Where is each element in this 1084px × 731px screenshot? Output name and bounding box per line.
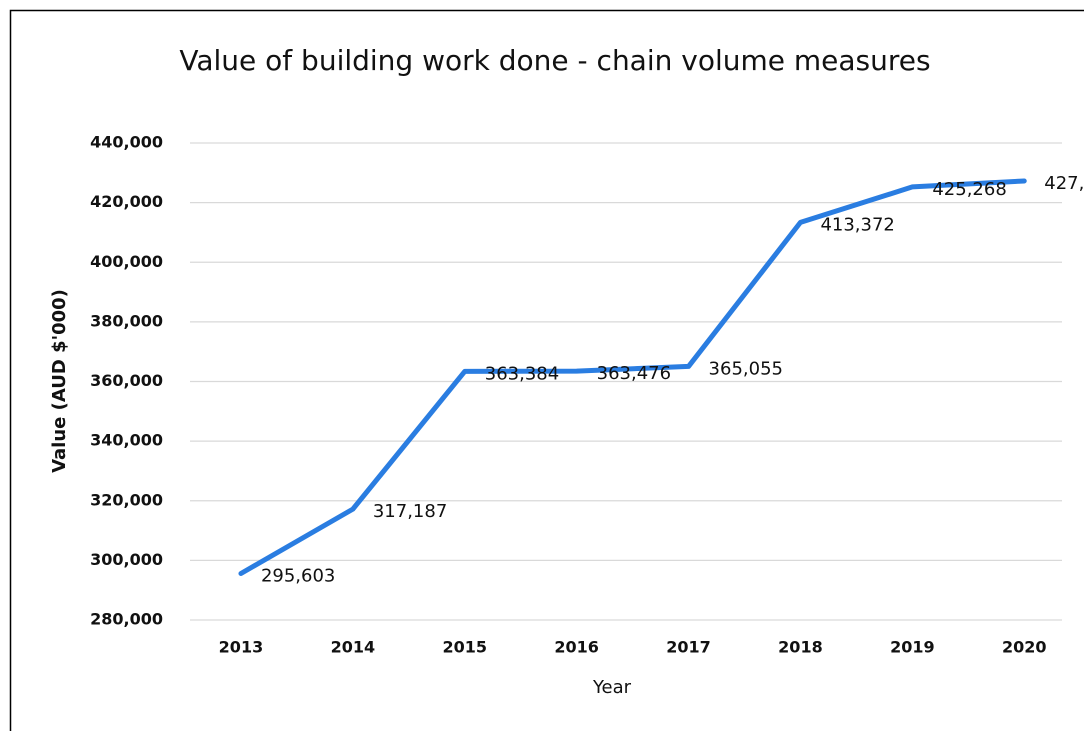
data-label: 425,268 bbox=[932, 179, 1006, 200]
y-axis-label: Value (AUD $'000) bbox=[49, 289, 70, 473]
x-tick-label: 2016 bbox=[554, 638, 599, 657]
x-tick-label: 2017 bbox=[666, 638, 711, 657]
data-label: 427,255 bbox=[1044, 173, 1084, 194]
data-label: 413,372 bbox=[820, 214, 894, 235]
x-tick-label: 2014 bbox=[331, 638, 376, 657]
data-label: 363,384 bbox=[485, 363, 559, 384]
y-tick-label: 280,000 bbox=[90, 610, 163, 629]
y-tick-label: 360,000 bbox=[90, 371, 163, 390]
y-tick-label: 440,000 bbox=[90, 133, 163, 152]
x-tick-label: 2015 bbox=[442, 638, 487, 657]
y-tick-label: 340,000 bbox=[90, 431, 163, 450]
x-axis-label: Year bbox=[592, 677, 632, 698]
x-tick-label: 2019 bbox=[890, 638, 935, 657]
chart-title: Value of building work done - chain volu… bbox=[179, 44, 930, 77]
y-tick-label: 420,000 bbox=[90, 192, 163, 211]
x-tick-label: 2013 bbox=[219, 638, 264, 657]
x-tick-label: 2018 bbox=[778, 638, 823, 657]
y-tick-label: 320,000 bbox=[90, 490, 163, 509]
x-tick-label: 2020 bbox=[1002, 638, 1047, 657]
y-tick-label: 380,000 bbox=[90, 311, 163, 330]
data-line bbox=[238, 178, 1027, 576]
data-label: 295,603 bbox=[261, 565, 335, 586]
y-tick-label: 300,000 bbox=[90, 550, 163, 569]
data-label: 317,187 bbox=[373, 501, 447, 522]
y-tick-label: 400,000 bbox=[90, 252, 163, 271]
data-label: 363,476 bbox=[597, 363, 671, 384]
data-label: 365,055 bbox=[709, 358, 783, 379]
